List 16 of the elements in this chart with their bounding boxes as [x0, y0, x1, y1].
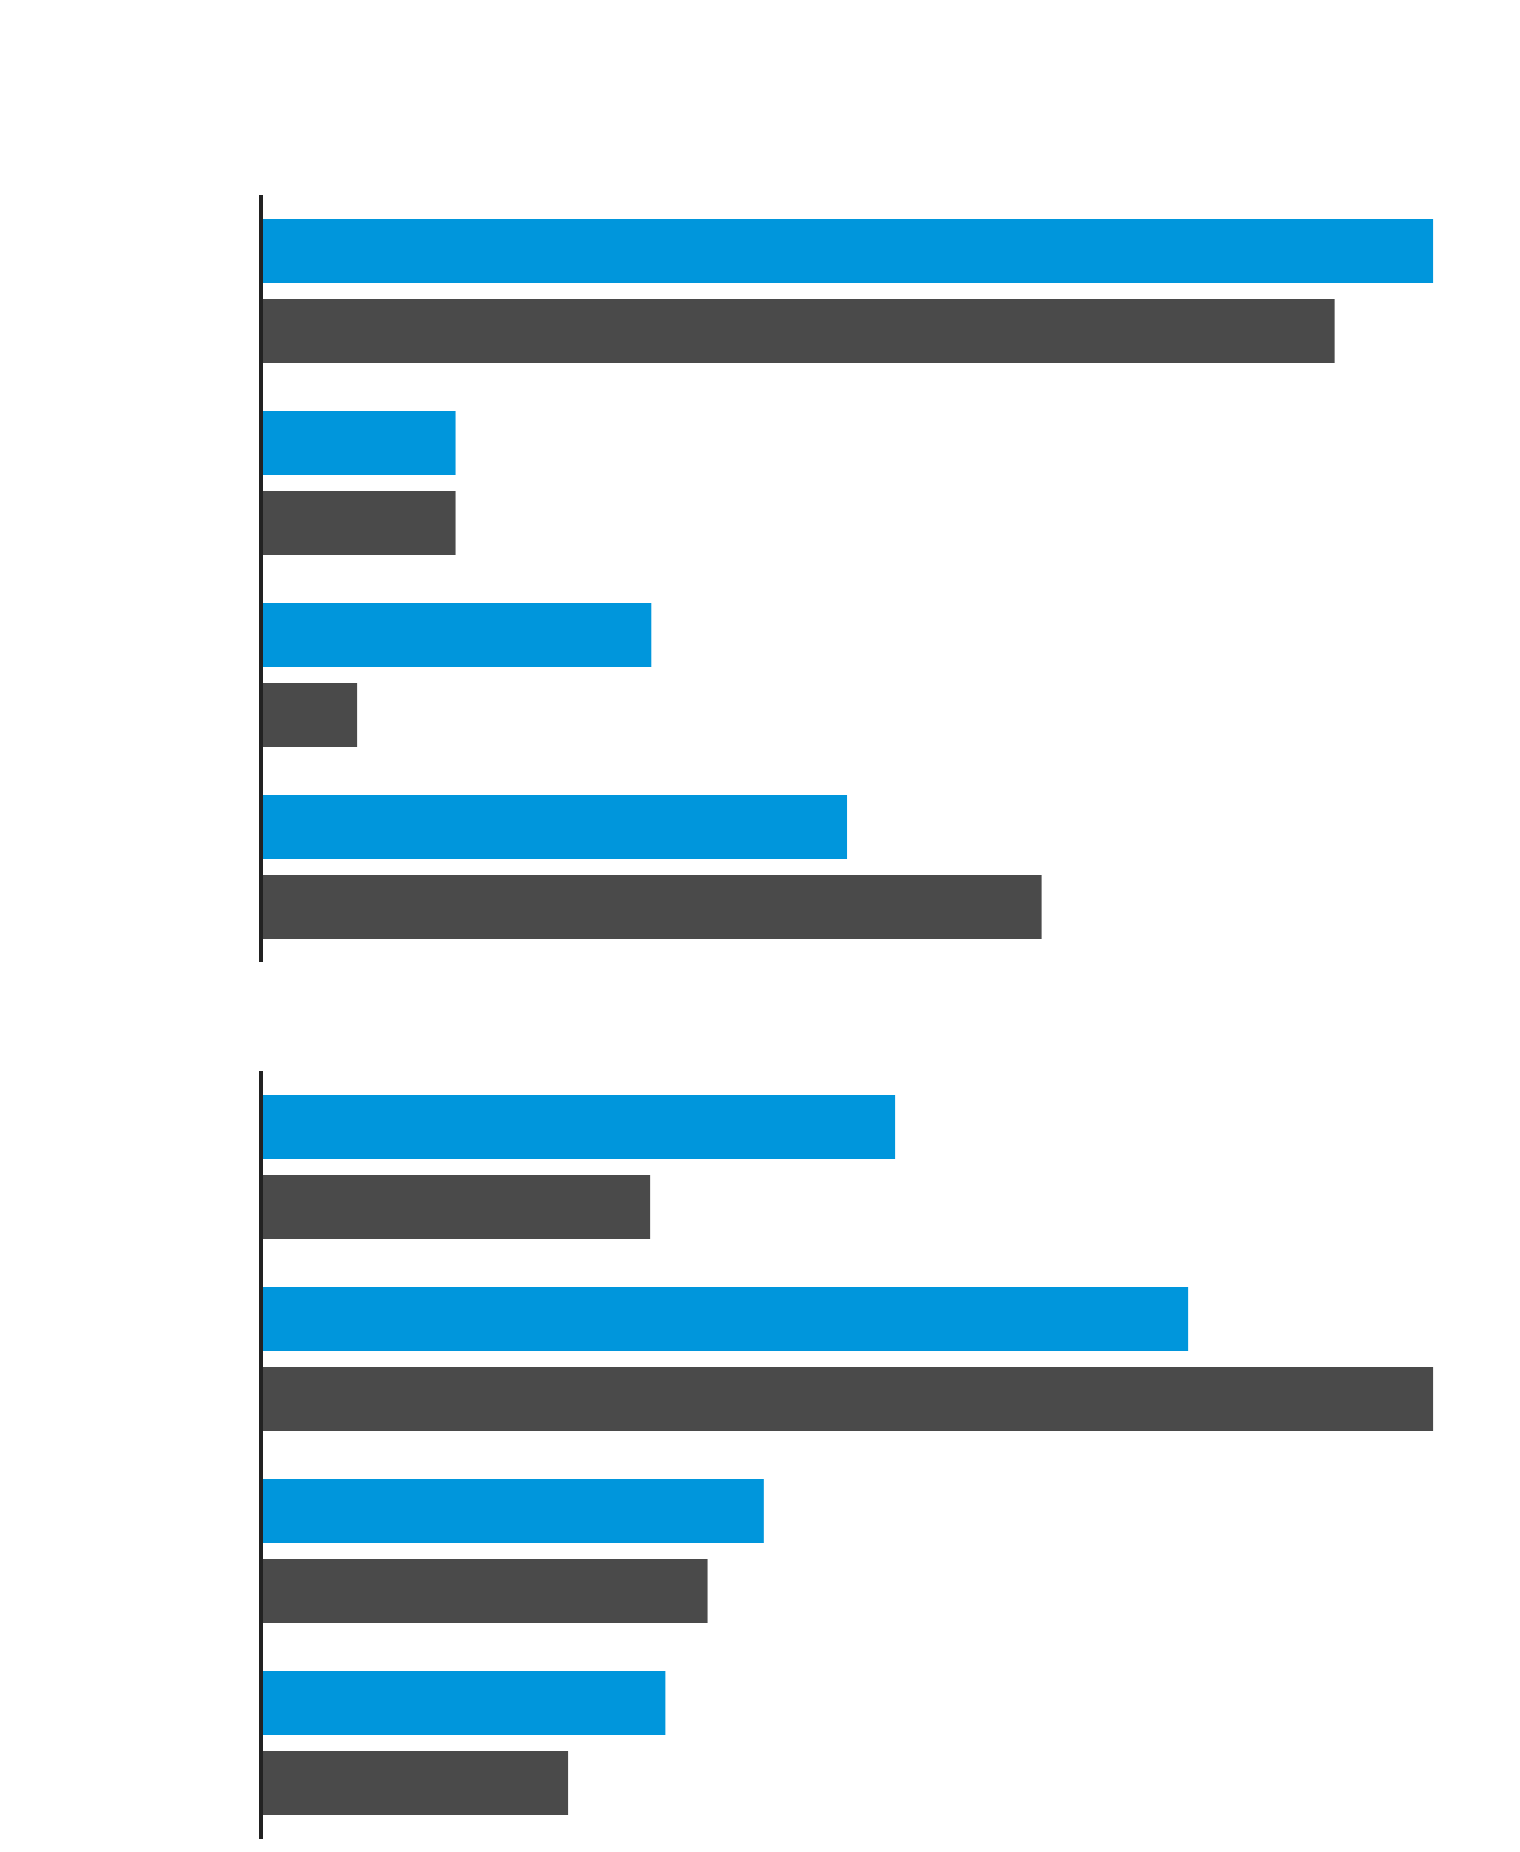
- bar: [261, 682, 358, 747]
- bar: [261, 1479, 764, 1544]
- bar: [261, 411, 456, 476]
- bar: [261, 219, 1434, 284]
- bar: [261, 1671, 666, 1736]
- bar: [261, 298, 1335, 363]
- bar: [261, 1095, 896, 1160]
- bar: [261, 603, 652, 668]
- bar: [261, 874, 1042, 939]
- bar: [261, 490, 456, 555]
- bar: [261, 1174, 651, 1239]
- bar: [261, 1750, 569, 1815]
- bar: [261, 1287, 1189, 1352]
- bar: [261, 795, 848, 860]
- bar: [261, 1366, 1434, 1431]
- bar: [261, 1558, 708, 1623]
